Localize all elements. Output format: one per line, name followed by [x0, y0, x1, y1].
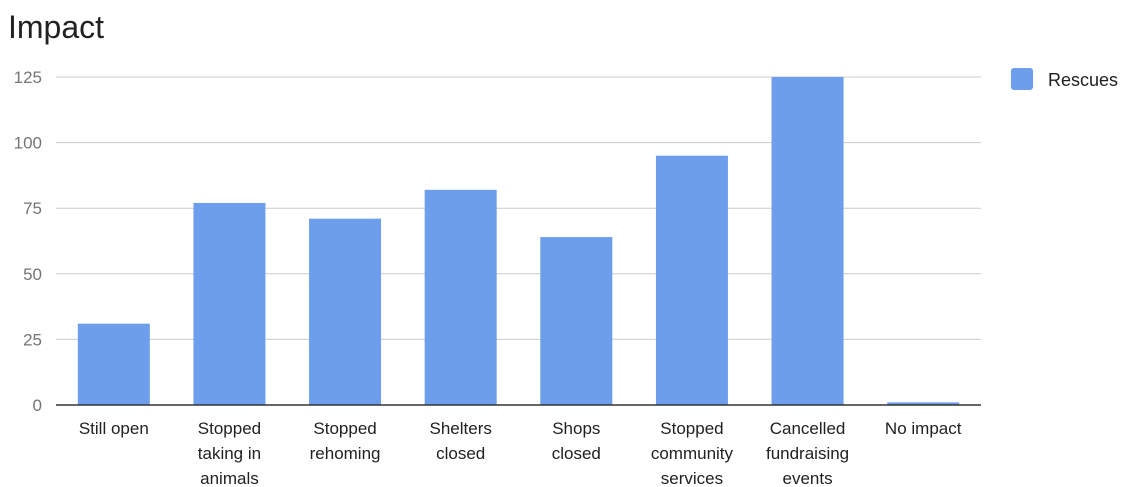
bar-cancelled-fundraising-events: [771, 77, 844, 405]
bar-no-impact: [887, 402, 960, 405]
y-axis-ticks: 0 25 50 75 100 125: [14, 68, 42, 415]
y-tick-label: 75: [23, 199, 42, 218]
x-axis-categories: Still open Stopped taking in animals Stopped…: [79, 419, 962, 487]
x-category-label: Stopped taking in animals: [198, 419, 261, 487]
y-tick-label: 50: [23, 265, 42, 284]
x-category-label: No impact: [885, 419, 962, 438]
x-category-label: Stopped community services: [651, 419, 734, 487]
bar-shops-closed: [540, 237, 613, 405]
chart-title: Impact: [8, 9, 104, 45]
bar-stopped-community-services: [655, 155, 728, 405]
x-category-label: Still open: [79, 419, 149, 438]
x-category-label: Cancelled fundraising events: [766, 419, 849, 487]
y-tick-label: 100: [14, 134, 42, 153]
legend-label-rescues: Rescues: [1048, 70, 1118, 90]
legend[interactable]: Rescues: [1011, 68, 1118, 90]
y-tick-label: 0: [33, 396, 42, 415]
bar-still-open: [77, 323, 150, 405]
bar-shelters-closed: [424, 189, 497, 405]
x-category-label: Shops closed: [552, 419, 601, 463]
bars: [77, 77, 960, 405]
y-tick-label: 25: [23, 330, 42, 349]
x-category-label: Stopped rehoming: [310, 419, 381, 463]
x-category-label: Shelters closed: [430, 419, 492, 463]
y-tick-label: 125: [14, 68, 42, 87]
bar-stopped-rehoming: [309, 218, 382, 405]
legend-swatch-rescues: [1011, 68, 1033, 90]
bar-stopped-taking-in-animals: [193, 202, 266, 405]
